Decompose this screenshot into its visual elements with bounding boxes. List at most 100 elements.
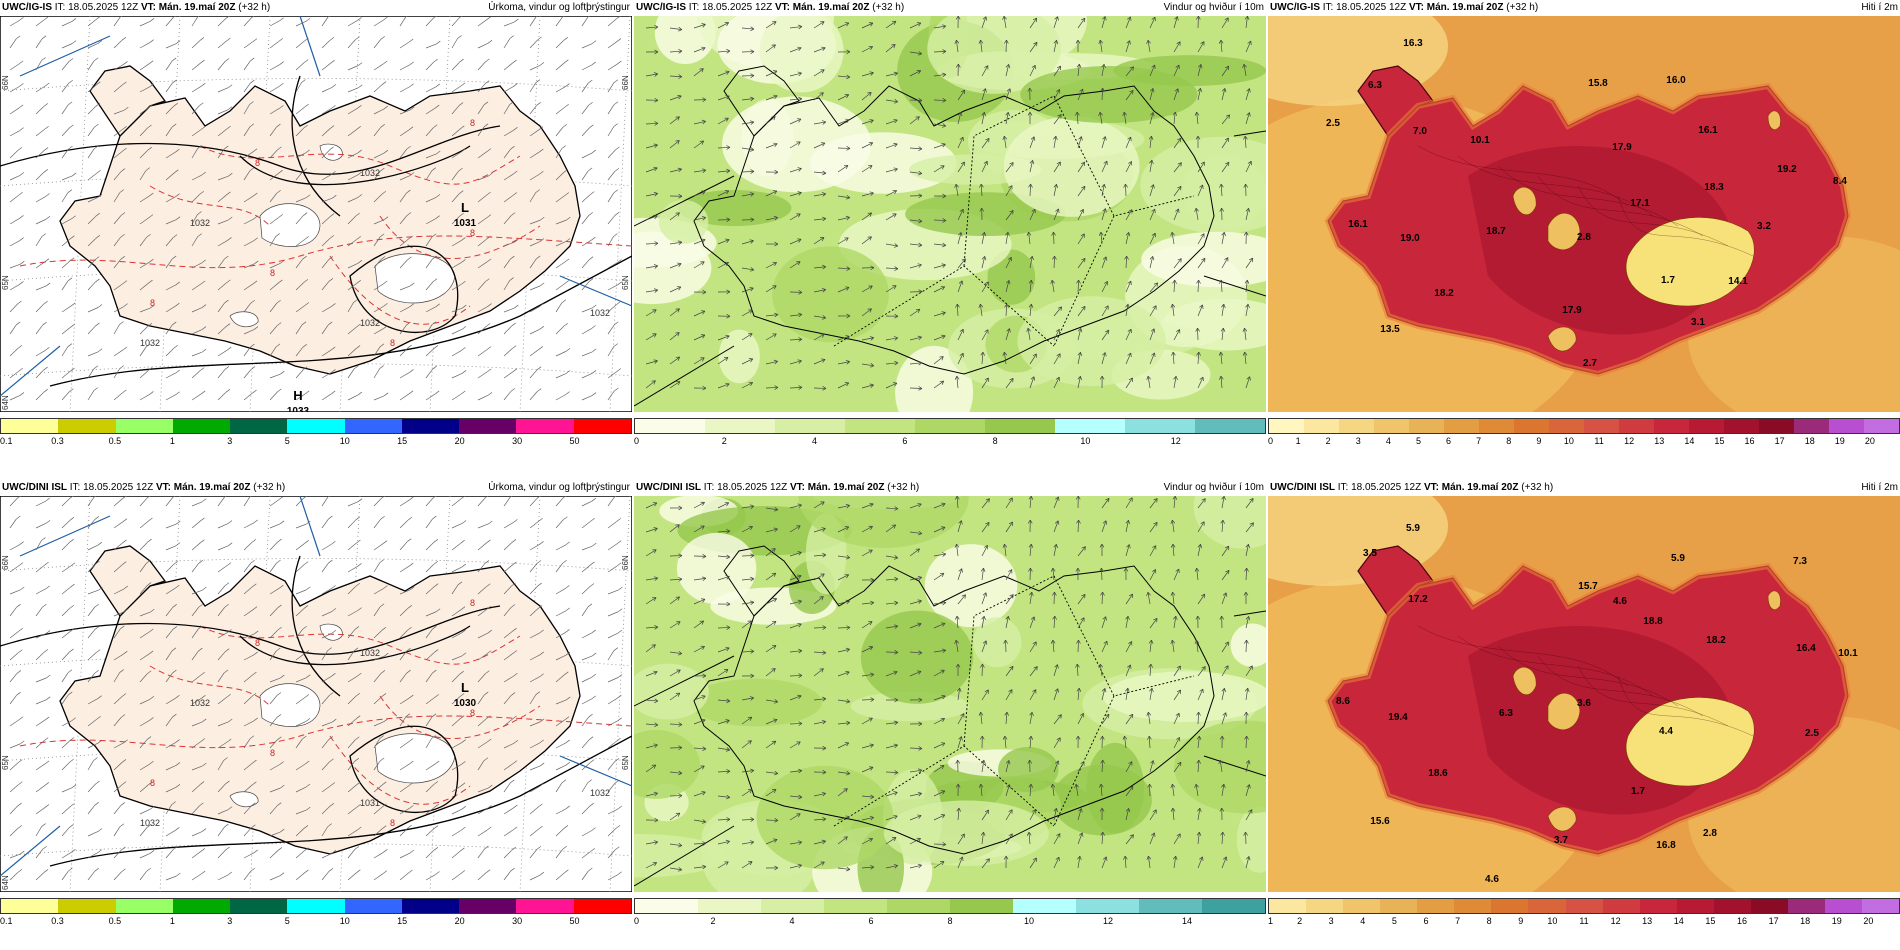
map-canvas: 66N 65N 64N 66N 65N 1032 1032 1032 1031 1032 8 8 8 8 8… [0,496,632,892]
temperature-value: 3.2 [1757,221,1771,232]
map-canvas: 16.3 6.3 2.5 7.0 10.1 15.8 16.0 16.1 17.9 19.2 8.4… [1268,16,1900,412]
temperature-value: 1.7 [1661,275,1675,286]
legend-tick-label: 20 [1863,916,1874,926]
temperature-value: 3.1 [1691,317,1705,328]
legend-tick-label: 15 [1705,916,1716,926]
legend-swatch [985,419,1055,433]
isobar-label: 8 [470,228,475,238]
lat-label: 65N [1,275,10,290]
lead-time: (+32 h) [1521,482,1554,493]
legend-tick-label: 12 [1170,436,1181,446]
temperature-value: 3.6 [1577,698,1591,709]
forecast-panel-precip: UWC/DINI ISL IT: 18.05.2025 12Z VT: Mán.… [0,480,632,950]
legend-swatch [1862,899,1900,913]
legend-tick-label: 4 [812,436,818,446]
color-legend [0,898,632,914]
legend-ticks: 0 2 4 6 8 10 12 [634,436,1266,448]
legend-tick-label: 18 [1804,436,1815,446]
legend-swatch [1514,419,1549,433]
legend-swatch [1549,419,1584,433]
legend-tick-label: 12 [1610,916,1621,926]
iceland-outline [693,565,1215,855]
legend-tick-label: 3 [227,916,233,926]
temperature-value: 18.2 [1706,635,1726,646]
legend-tick-label: 4 [1385,436,1391,446]
isobar-label: 8 [150,778,155,788]
legend-swatch [635,419,705,433]
isobar-label: 1032 [140,338,160,348]
isobar-label: 8 [470,598,475,608]
legend-tick-label: 8 [1486,916,1492,926]
temperature-value: 16.0 [1666,75,1686,86]
legend-tick-label: 12 [1102,916,1114,926]
legend-swatch [459,899,517,913]
legend-tick-label: 17 [1774,436,1785,446]
legend-swatch [573,899,631,913]
lat-label: 66N [1,555,10,570]
legend-tick-label: 9 [1536,436,1542,446]
legend-swatch [705,419,775,433]
legend-swatch [115,419,173,433]
isobar-label: 8 [390,338,395,348]
legend-swatch [1724,419,1759,433]
legend-swatch [1713,899,1751,913]
temperature-value: 8.6 [1336,696,1350,707]
legend-swatch [1374,419,1409,433]
legend-ticks: 0 1 2 3 4 5 6 7 8 9 10 11 12 13 14 15 16 17 18 19 20 [1268,436,1900,448]
legend-tick-label: 14 [1181,916,1193,926]
isobar-label: 8 [270,268,275,278]
temperature-value: 2.7 [1583,358,1597,369]
forecast-panel-temp: UWC/IG-IS IT: 18.05.2025 12Z VT: Mán. 19… [1268,0,1900,470]
legend-tick-label: 4 [1360,916,1366,926]
iceland-land [59,85,581,375]
legend-tick-label: 0.3 [51,436,64,446]
legend-tick-label: 4 [789,916,795,926]
isobar-label: 8 [470,708,475,718]
legend-swatch [915,419,985,433]
lat-label: 65N [621,275,630,290]
lat-label: 66N [621,555,630,570]
temperature-value: 18.3 [1704,182,1724,193]
legend-tick-label: 11 [1594,436,1604,446]
pressure-value: 1033 [287,406,310,412]
temperature-value: 10.1 [1838,648,1858,659]
model-name: UWC/IG-IS [1270,2,1320,13]
legend-swatch [401,899,460,913]
map-area: 5.9 3.5 17.2 15.7 4.6 5.9 7.3 18.8 18.2 16.4 10.1 8… [1268,496,1900,892]
forecast-panel-temp: UWC/DINI ISL IT: 18.05.2025 12Z VT: Mán.… [1268,480,1900,950]
legend-tick-label: 2 [721,436,727,446]
isobar-label: 8 [390,818,395,828]
legend-swatch [887,899,950,913]
legend-tick-label: 16 [1736,916,1748,926]
run-info: UWC/IG-IS IT: 18.05.2025 12Z VT: Mán. 19… [636,0,904,16]
valid-time: VT: Mán. 19.maí 20Z [774,2,870,13]
isobar-label: 1032 [140,818,160,828]
legend-swatch [1139,899,1202,913]
legend-swatch [775,419,845,433]
legend-swatch [698,899,761,913]
temperature-value: 16.3 [1403,38,1423,49]
legend-swatch [58,899,116,913]
temperature-value: 16.8 [1656,840,1676,851]
isobar-label: 1032 [360,318,380,328]
iceland-outline [693,85,1215,375]
lead-time: (+32 h) [253,482,286,493]
map-area [634,16,1266,412]
legend-tick-label: 5 [284,916,290,926]
product-title: Hiti í 2m [1861,2,1898,13]
isobar-label: 8 [255,158,260,168]
run-info: UWC/DINI ISL IT: 18.05.2025 12Z VT: Mán.… [636,480,919,496]
lat-label: 65N [1,755,10,770]
legend-tick-label: 50 [569,436,580,446]
legend-swatch [459,419,517,433]
legend-tick-label: 3 [227,436,233,446]
legend-tick-label: 0 [634,436,640,446]
legend-tick-label: 10 [1023,916,1035,926]
legend-tick-label: 9 [1518,916,1524,926]
legend-tick-label: 0 [634,916,640,926]
legend-swatch [1,899,59,913]
temperature-value: 4.4 [1659,726,1673,737]
legend-swatch [1076,899,1139,913]
temperature-value: 18.7 [1486,226,1506,237]
legend-tick-label: 6 [902,436,908,446]
